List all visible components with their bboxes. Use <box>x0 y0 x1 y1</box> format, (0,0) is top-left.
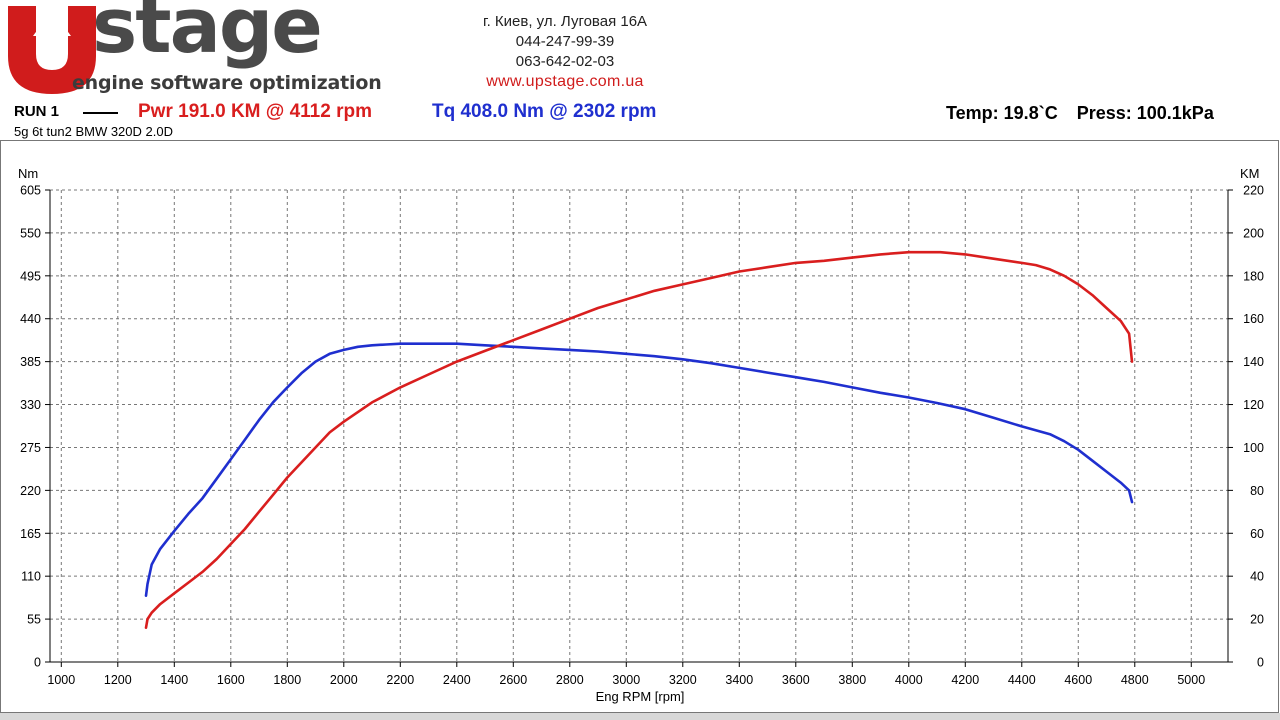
logo-u-arrow-mark <box>8 6 96 94</box>
ambient-conditions: Temp: 19.8`C Press: 100.1kPa <box>946 103 1214 124</box>
logo-tagline: engine software optimization <box>72 72 382 94</box>
y-right-tick-label: 60 <box>1250 527 1264 541</box>
y-right-tick-label: 40 <box>1250 570 1264 584</box>
y-left-axis-title: Nm <box>18 166 38 181</box>
y-right-tick-label: 220 <box>1243 184 1264 198</box>
y-left-tick-label: 440 <box>20 312 41 326</box>
curves <box>144 250 1134 630</box>
x-tick-label: 3000 <box>612 673 640 687</box>
y-right-tick-label: 100 <box>1243 441 1264 455</box>
x-tick-label: 5000 <box>1177 673 1205 687</box>
axis-tick-labels: 1000 1200 1400 1600 1800 2000 2200 2400 2600 2800… <box>20 184 1264 688</box>
x-tick-label: 4400 <box>1008 673 1036 687</box>
chart-frame <box>0 140 1279 713</box>
contact-website-link[interactable]: www.upstage.com.ua <box>486 73 644 90</box>
contact-block: г. Киев, ул. Луговая 16А 044-247-99-39 0… <box>440 12 690 92</box>
max-torque-readout: Tq 408.0 Nm @ 2302 rpm <box>432 101 657 122</box>
x-tick-label: 1000 <box>47 673 75 687</box>
x-tick-label: 4600 <box>1064 673 1092 687</box>
y-left-tick-label: 220 <box>20 484 41 498</box>
y-right-tick-label: 140 <box>1243 355 1264 369</box>
y-left-tick-label: 330 <box>20 398 41 412</box>
y-right-tick-label: 180 <box>1243 269 1264 283</box>
y-left-tick-label: 550 <box>20 226 41 240</box>
y-right-tick-label: 120 <box>1243 398 1264 412</box>
y-left-tick-label: 110 <box>21 570 41 584</box>
run-label: RUN 1 <box>14 103 60 120</box>
upstage-logo: stage engine software optimization <box>6 0 406 98</box>
x-tick-label: 3600 <box>782 673 810 687</box>
power-curve <box>144 250 1134 630</box>
y-left-tick-label: 385 <box>20 355 41 369</box>
y-left-tick-label: 165 <box>20 527 41 541</box>
x-tick-label: 4000 <box>895 673 923 687</box>
y-left-tick-label: 275 <box>20 441 41 455</box>
contact-phone-1: 044-247-99-39 <box>515 33 615 50</box>
window-bottom-bar <box>0 713 1280 720</box>
y-right-tick-label: 200 <box>1243 226 1264 240</box>
x-axis-title: Eng RPM [rpm] <box>596 689 685 704</box>
x-tick-label: 1800 <box>273 673 301 687</box>
y-left-tick-label: 605 <box>20 184 41 198</box>
x-tick-label: 3400 <box>725 673 753 687</box>
x-tick-label: 2400 <box>443 673 471 687</box>
x-tick-label: 1600 <box>217 673 245 687</box>
y-right-axis-title: KM <box>1240 166 1260 181</box>
temperature-readout: Temp: 19.8`C <box>946 103 1058 123</box>
run-legend-line <box>83 112 118 114</box>
x-tick-label: 4800 <box>1121 673 1149 687</box>
y-right-tick-label: 0 <box>1257 656 1264 670</box>
x-tick-label: 1400 <box>160 673 188 687</box>
logo-wordmark: stage <box>92 0 323 70</box>
contact-phone-2: 063-642-02-03 <box>515 53 615 70</box>
x-tick-label: 2600 <box>499 673 527 687</box>
torque-curve <box>144 342 1134 598</box>
contact-address: г. Киев, ул. Луговая 16А <box>482 13 648 30</box>
y-right-tick-label: 80 <box>1250 484 1264 498</box>
grid-lines <box>45 189 1233 667</box>
x-tick-label: 3800 <box>838 673 866 687</box>
y-left-tick-label: 0 <box>34 656 41 670</box>
x-tick-label: 4200 <box>951 673 979 687</box>
y-left-tick-label: 55 <box>27 613 41 627</box>
x-tick-label: 1200 <box>104 673 132 687</box>
y-right-tick-label: 160 <box>1243 312 1264 326</box>
max-power-readout: Pwr 191.0 KM @ 4112 rpm <box>138 101 372 122</box>
x-tick-label: 3200 <box>669 673 697 687</box>
x-tick-label: 2000 <box>330 673 358 687</box>
x-tick-label: 2200 <box>386 673 414 687</box>
x-tick-label: 2800 <box>556 673 584 687</box>
vehicle-description: 5g 6t tun2 BMW 320D 2.0D <box>14 124 173 139</box>
y-left-tick-label: 495 <box>20 269 41 283</box>
plot-area <box>50 190 1228 662</box>
y-right-tick-label: 20 <box>1250 613 1264 627</box>
pressure-readout: Press: 100.1kPa <box>1076 103 1214 123</box>
